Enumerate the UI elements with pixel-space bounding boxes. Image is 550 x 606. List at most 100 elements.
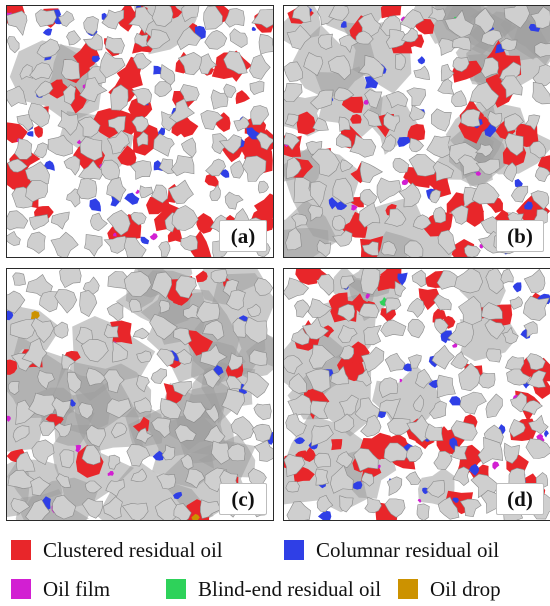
rock-grain [36,38,61,59]
rock-grain [383,442,409,463]
rock-grain [379,398,401,420]
rock-grain [101,9,125,30]
micro-image-panel-c: (c) [6,268,274,521]
rock-grain [204,403,220,423]
rock-grain [230,416,255,441]
clustered-oil-patch [188,230,212,257]
rock-grain [364,496,382,514]
rock-grain [159,398,182,419]
clustered-swatch [11,540,31,560]
rock-grain [58,10,75,27]
rock-grain [500,75,523,99]
rock-grain [7,85,27,107]
rock-grain [447,321,475,348]
rock-grain [503,162,518,183]
rock-grain [356,368,372,387]
rock-grain [76,178,98,200]
rock-grain [112,341,128,363]
rock-grain [404,240,424,257]
columnar-oil-patch [7,310,14,321]
oil-film-patch [452,342,458,348]
rock-grain [334,413,355,433]
rock-grain [431,344,455,370]
rock-grain [332,177,355,205]
rock-grain [136,350,152,363]
clustered-oil-patch [49,79,64,91]
rock-grain [333,87,355,102]
rock-grain [229,28,248,49]
rock-grain [158,158,176,175]
rock-grain [31,439,55,466]
rock-grain [284,277,310,300]
columnar-oil-patch [91,55,101,63]
rock-grain [406,297,425,318]
rock-grain [358,303,380,319]
clustered-oil-patch [91,108,122,139]
rock-grain [106,209,131,236]
rock-grain [415,368,432,389]
rock-grain [35,9,57,27]
oil-film-patch [149,233,158,241]
rock-grain [27,102,51,128]
rock-grain [405,445,423,462]
rock-grain [330,365,349,386]
rock-grain [244,316,268,344]
panel-label-a: (a) [219,220,267,252]
rock-grain [128,6,157,35]
rock-grain [90,212,108,232]
rock-grain [301,316,330,340]
micro-image-panel-a: (a) [6,5,274,258]
rock-grain [80,339,109,363]
rock-grain [12,272,26,286]
rock-grain [284,132,300,151]
rock-grain [199,344,228,368]
rock-grain [339,345,355,360]
rock-grain [432,160,454,182]
rock-grain [39,291,60,313]
rock-grain [151,417,172,438]
rock-grain [394,280,407,297]
rock-grain [460,108,481,128]
columnar-swatch [284,540,304,560]
rock-grain [332,230,353,247]
rock-grain [105,36,125,54]
rock-grain [150,368,168,384]
legend-label-blind-end: Blind-end residual oil [198,576,382,601]
rock-grain [205,158,227,177]
rock-grain [209,184,221,202]
rock-grain [15,399,37,425]
pore-network-image-a [7,6,273,257]
rock-grain [53,423,72,438]
rock-grain [394,53,406,71]
rock-grain [203,368,221,389]
rock-grain [316,239,332,257]
legend-label-oil-film: Oil film [43,576,111,601]
rock-grain [384,297,402,314]
rock-grain [82,276,100,295]
rock-grain [534,166,550,183]
rock-grain [242,155,267,182]
oil-film-patch [417,498,422,503]
rock-grain [503,442,520,464]
rock-grain [312,117,329,132]
rock-grain [16,451,36,476]
oil-film-patch [401,179,409,186]
rock-grain [50,231,79,257]
rock-grain [204,29,228,50]
rock-grain [385,29,408,49]
rock-grain [258,33,273,55]
rock-grain [412,394,424,413]
rock-grain [459,391,487,415]
rock-grain [384,208,407,227]
rock-grain [399,9,425,31]
rock-grain [211,133,229,155]
rock-grain [528,414,549,435]
rock-grain [451,90,467,108]
columnar-oil-patch [152,450,164,461]
rock-grain [196,301,221,323]
rock-grain [226,375,242,390]
rock-grain [303,52,324,77]
rock-grain [180,235,198,252]
oil-film-swatch [11,579,31,599]
clustered-oil-patch [196,212,216,234]
